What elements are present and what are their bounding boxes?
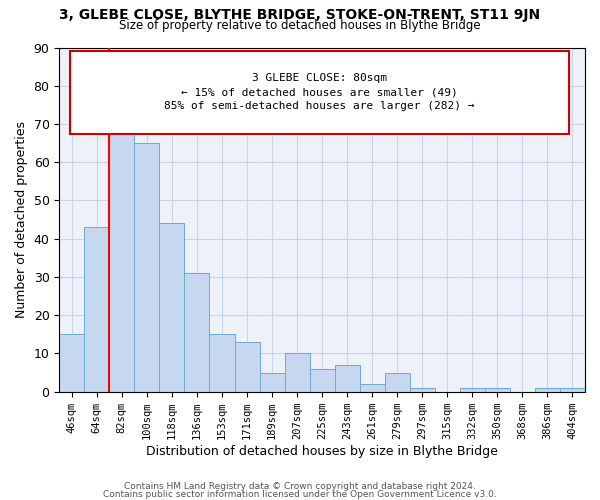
Text: Contains public sector information licensed under the Open Government Licence v3: Contains public sector information licen…	[103, 490, 497, 499]
Bar	[284, 354, 310, 392]
Bar	[485, 388, 510, 392]
FancyBboxPatch shape	[70, 51, 569, 134]
Bar	[134, 143, 160, 392]
Text: Size of property relative to detached houses in Blythe Bridge: Size of property relative to detached ho…	[119, 19, 481, 32]
Bar	[535, 388, 560, 392]
Bar	[85, 228, 109, 392]
Bar	[160, 224, 184, 392]
Bar	[260, 372, 284, 392]
Text: 3 GLEBE CLOSE: 80sqm
← 15% of detached houses are smaller (49)
85% of semi-detac: 3 GLEBE CLOSE: 80sqm ← 15% of detached h…	[164, 73, 475, 111]
X-axis label: Distribution of detached houses by size in Blythe Bridge: Distribution of detached houses by size …	[146, 444, 498, 458]
Bar	[410, 388, 435, 392]
Bar	[235, 342, 260, 392]
Bar	[385, 372, 410, 392]
Bar	[560, 388, 585, 392]
Bar	[310, 369, 335, 392]
Bar	[209, 334, 235, 392]
Text: 3, GLEBE CLOSE, BLYTHE BRIDGE, STOKE-ON-TRENT, ST11 9JN: 3, GLEBE CLOSE, BLYTHE BRIDGE, STOKE-ON-…	[59, 8, 541, 22]
Bar	[359, 384, 385, 392]
Bar	[335, 365, 359, 392]
Text: Contains HM Land Registry data © Crown copyright and database right 2024.: Contains HM Land Registry data © Crown c…	[124, 482, 476, 491]
Bar	[59, 334, 85, 392]
Y-axis label: Number of detached properties: Number of detached properties	[15, 121, 28, 318]
Bar	[109, 124, 134, 392]
Bar	[460, 388, 485, 392]
Bar	[184, 273, 209, 392]
